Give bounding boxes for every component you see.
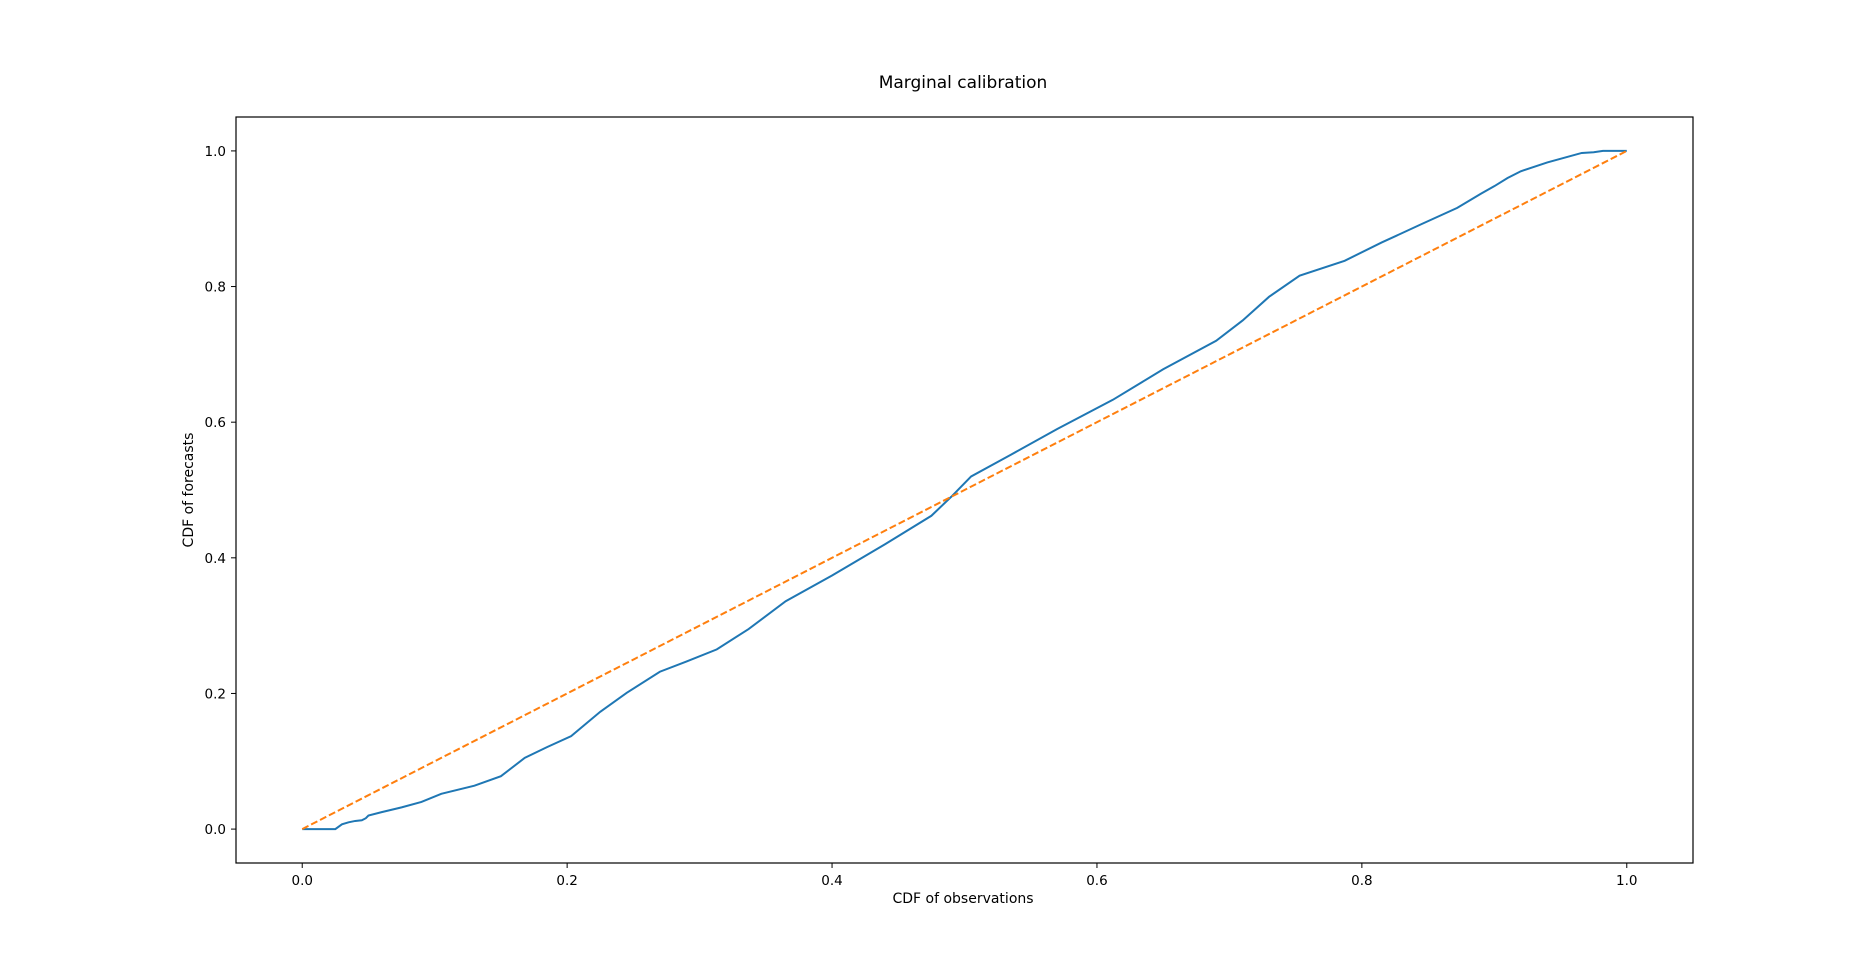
reference-diagonal-line [301, 150, 1628, 830]
x-axis: 0.0 0.2 0.4 0.6 0.8 1.0 [291, 863, 1638, 889]
calibration-curve-line [302, 149, 1627, 831]
x-axis-label: CDF of observations [892, 891, 1033, 907]
x-tick-label: 1.0 [1616, 873, 1637, 889]
y-tick-label: 0.6 [205, 415, 226, 431]
y-tick-label: 0.2 [205, 686, 226, 702]
plot-area-frame [235, 116, 1694, 864]
y-tick-label: 0.8 [205, 280, 226, 296]
y-tick-label: 0.0 [205, 822, 226, 838]
y-tick-label: 0.4 [205, 551, 226, 567]
y-axis: 0.0 0.2 0.4 0.6 0.8 1.0 [205, 144, 236, 838]
x-tick-label: 0.4 [821, 873, 842, 889]
y-axis-label: CDF of forecasts [181, 433, 197, 548]
x-tick-label: 0.0 [291, 873, 312, 889]
x-tick-label: 0.6 [1086, 873, 1107, 889]
x-tick-label: 0.8 [1351, 873, 1372, 889]
y-tick-label: 1.0 [205, 144, 226, 160]
series-layer [301, 149, 1628, 831]
chart-title: Marginal calibration [879, 73, 1048, 93]
x-tick-label: 0.2 [556, 873, 577, 889]
